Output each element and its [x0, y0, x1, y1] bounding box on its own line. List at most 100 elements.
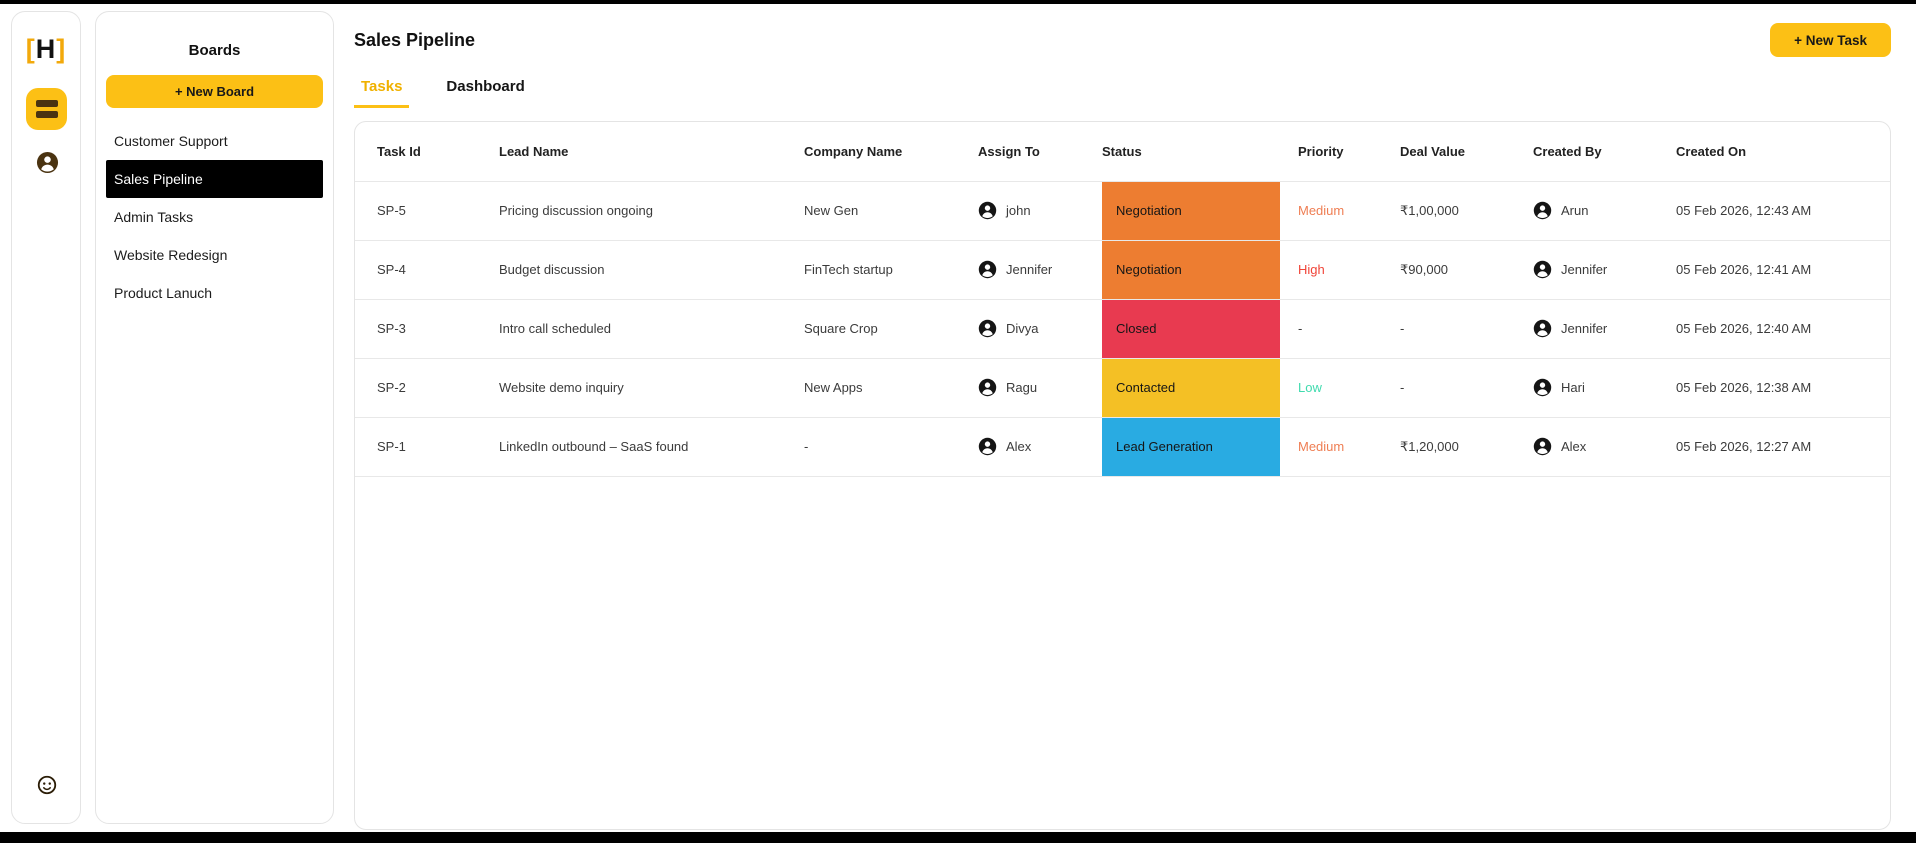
board-list: Customer Support Sales Pipeline Admin Task…	[106, 122, 323, 312]
logo-letter: H	[35, 34, 57, 64]
assignee-name: john	[1006, 203, 1031, 218]
priority-cell: Medium	[1280, 181, 1400, 241]
board-item[interactable]: Product Lanuch	[114, 285, 213, 301]
table-header-row: Task Id Lead Name Company Name Assign To Sta…	[355, 122, 1890, 182]
priority-label: Medium	[1298, 439, 1345, 454]
tab-tasks[interactable]: Tasks	[354, 74, 410, 108]
logo-bracket-left: [	[25, 34, 36, 64]
task-id: SP-2	[377, 380, 406, 395]
status-badge: Negotiation	[1102, 240, 1280, 298]
table-row[interactable]: SP-3 Intro call scheduled Square Crop Divya…	[355, 299, 1890, 359]
status-cell: Contacted	[1102, 358, 1280, 418]
creator-name: Jennifer	[1561, 262, 1608, 277]
col-taskid-cell: SP-2	[355, 358, 499, 418]
company-name: -	[804, 439, 809, 454]
col-lead-cell: Website demo inquiry	[499, 358, 804, 418]
created-on-cell: 05 Feb 2026, 12:38 AM	[1676, 358, 1890, 418]
board-item[interactable]: Website Redesign	[114, 247, 228, 263]
column-header-lead-name: Lead Name	[499, 122, 804, 182]
main-content: Sales Pipeline + New Task Tasks Dashboar…	[354, 4, 1891, 832]
created-on-cell: 05 Feb 2026, 12:41 AM	[1676, 240, 1890, 300]
company-name: New Apps	[804, 380, 863, 395]
status-cell: Closed	[1102, 299, 1280, 359]
col-company-cell: Square Crop	[804, 299, 978, 359]
status-cell: Negotiation	[1102, 181, 1280, 241]
column-header-priority: Priority	[1280, 122, 1400, 182]
col-company-cell: New Apps	[804, 358, 978, 418]
creator-name: Jennifer	[1561, 321, 1608, 336]
priority-cell: -	[1280, 299, 1400, 359]
new-task-button[interactable]: + New Task	[1770, 23, 1891, 57]
created-on-cell: 05 Feb 2026, 12:43 AM	[1676, 181, 1890, 241]
avatar-icon	[978, 437, 997, 456]
face-icon[interactable]	[36, 774, 58, 801]
avatar-icon	[978, 260, 997, 279]
app-logo: [H]	[12, 34, 80, 65]
col-taskid-cell: SP-5	[355, 181, 499, 241]
assign-to-cell: Jennifer	[978, 240, 1102, 300]
assignee-name: Alex	[1006, 439, 1032, 454]
tasks-table: Task Id Lead Name Company Name Assign To Sta…	[355, 122, 1890, 477]
table-row[interactable]: SP-2 Website demo inquiry New Apps Ragu Cont…	[355, 358, 1890, 418]
col-lead-cell: Intro call scheduled	[499, 299, 804, 359]
boards-icon[interactable]	[26, 88, 67, 130]
app-window: [H] Boards + New Board Customer Support S	[0, 4, 1916, 832]
assign-to-cell: john	[978, 181, 1102, 241]
tab-bar: Tasks Dashboard	[354, 74, 532, 108]
board-item[interactable]: Sales Pipeline	[106, 160, 323, 198]
company-name: New Gen	[804, 203, 859, 218]
col-company-cell: New Gen	[804, 181, 978, 241]
task-id: SP-3	[377, 321, 406, 336]
assign-to-cell: Divya	[978, 299, 1102, 359]
lead-name: Website demo inquiry	[499, 380, 624, 395]
deal-value-cell: -	[1400, 358, 1533, 418]
tab-dashboard[interactable]: Dashboard	[446, 78, 525, 95]
assignee-name: Divya	[1006, 321, 1039, 336]
table-row[interactable]: SP-5 Pricing discussion ongoing New Gen joh…	[355, 181, 1890, 241]
boards-panel-title: Boards	[188, 42, 241, 59]
status-badge: Negotiation	[1102, 181, 1280, 239]
task-id: SP-4	[377, 262, 406, 277]
col-lead-cell: Budget discussion	[499, 240, 804, 300]
priority-label: Low	[1298, 380, 1322, 395]
avatar-icon	[1533, 437, 1552, 456]
column-header-deal-value: Deal Value	[1400, 122, 1533, 182]
new-board-button[interactable]: + New Board	[106, 75, 323, 108]
column-header-task-id: Task Id	[355, 122, 499, 182]
table-row[interactable]: SP-4 Budget discussion FinTech startup Jenn…	[355, 240, 1890, 300]
status-cell: Negotiation	[1102, 240, 1280, 300]
deal-value-cell: -	[1400, 299, 1533, 359]
task-id: SP-5	[377, 203, 406, 218]
col-lead-cell: LinkedIn outbound – SaaS found	[499, 417, 804, 477]
table-row[interactable]: SP-1 LinkedIn outbound – SaaS found - Alex L…	[355, 417, 1890, 477]
company-name: FinTech startup	[804, 262, 893, 277]
column-header-status: Status	[1102, 122, 1280, 182]
avatar-icon	[1533, 319, 1552, 338]
status-cell: Lead Generation	[1102, 417, 1280, 477]
lead-name: Intro call scheduled	[499, 321, 612, 336]
company-name: Square Crop	[804, 321, 878, 336]
priority-cell: High	[1280, 240, 1400, 300]
priority-label: -	[1298, 321, 1303, 336]
status-badge: Lead Generation	[1102, 417, 1280, 475]
deal-value-cell: ₹1,20,000	[1400, 417, 1533, 477]
column-header-assign-to: Assign To	[978, 122, 1102, 182]
priority-label: Medium	[1298, 203, 1345, 218]
board-item[interactable]: Admin Tasks	[114, 209, 194, 225]
board-item[interactable]: Customer Support	[114, 133, 228, 149]
task-id: SP-1	[377, 439, 406, 454]
boards-icon-bar	[35, 111, 58, 118]
priority-cell: Low	[1280, 358, 1400, 418]
created-on-cell: 05 Feb 2026, 12:40 AM	[1676, 299, 1890, 359]
assign-to-cell: Alex	[978, 417, 1102, 477]
creator-name: Hari	[1561, 380, 1585, 395]
deal-value-cell: ₹90,000	[1400, 240, 1533, 300]
assign-to-cell: Ragu	[978, 358, 1102, 418]
created-by-cell: Arun	[1533, 181, 1676, 241]
user-avatar-icon[interactable]	[36, 151, 59, 179]
col-taskid-cell: SP-4	[355, 240, 499, 300]
logo-bracket-right: ]	[56, 34, 67, 64]
tasks-table-card: Task Id Lead Name Company Name Assign To Sta…	[354, 121, 1891, 830]
table-body: SP-5 Pricing discussion ongoing New Gen joh…	[355, 181, 1890, 477]
assignee-name: Ragu	[1006, 380, 1038, 395]
